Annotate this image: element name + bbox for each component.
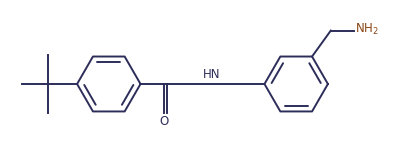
Text: HN: HN xyxy=(202,68,220,81)
Text: NH$_2$: NH$_2$ xyxy=(355,22,379,37)
Text: O: O xyxy=(160,115,169,128)
